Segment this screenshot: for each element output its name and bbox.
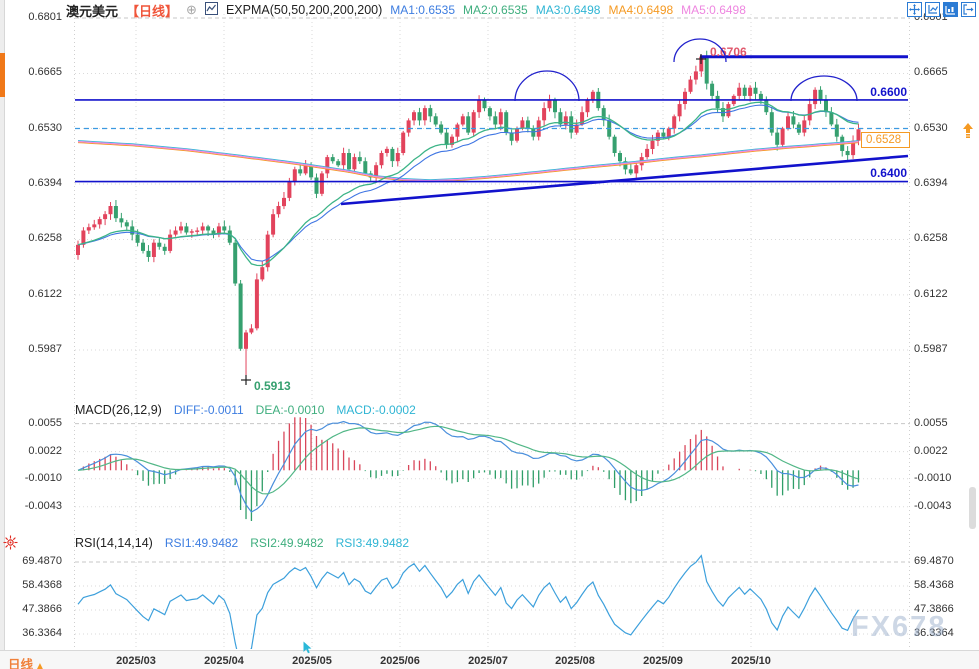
semicircle-annotation[interactable] xyxy=(790,75,858,102)
x-axis-month-label: 2025/10 xyxy=(731,655,771,667)
chart-toolbar xyxy=(907,2,976,17)
alert-sun-icon[interactable] xyxy=(3,535,18,555)
caret-up-icon: ▲ xyxy=(35,661,45,669)
ma4-value: MA4:0.6498 xyxy=(608,3,674,17)
axis-tick-label: 0.6394 xyxy=(914,176,948,189)
axis-tick-label: 58.4368 xyxy=(22,579,62,591)
axis-tick-label: 0.0055 xyxy=(28,416,62,429)
price-axis-right: 0.6801 0.6665 0.6530 0.6394 0.6258 0.6122 0.59… xyxy=(912,0,979,650)
exit-fullscreen-icon[interactable] xyxy=(961,2,976,17)
x-axis-month-label: 2025/05 xyxy=(292,655,332,667)
period-tag[interactable]: 【日线】 xyxy=(126,3,179,19)
chart-header: 澳元美元 【日线】 ⊕ EXPMA(50,50,200,200,200) MA1… xyxy=(66,2,746,19)
axis-tick-label: 0.5987 xyxy=(28,342,62,355)
axis-tick-label: 0.6122 xyxy=(28,287,62,300)
x-axis-bar: 日线 ▲ 2025/03 2025/04 2025/05 2025/06 2025/07 2… xyxy=(0,650,979,669)
macd-series xyxy=(77,417,860,521)
axis-tick-label: 0.6258 xyxy=(914,232,948,245)
axis-tick-label: -0.0010 xyxy=(24,471,62,484)
gridlines xyxy=(74,14,910,649)
axis-tick-label: 58.4368 xyxy=(914,579,954,591)
axis-tick-label: 0.6394 xyxy=(28,176,62,189)
candlestick-series xyxy=(76,50,861,381)
rsi-header: RSI(14,14,14) RSI1:49.9482 RSI2:49.9482 … xyxy=(75,536,409,550)
axis-tick-label: 47.3866 xyxy=(22,603,62,615)
low-price-label: 0.5913 xyxy=(254,379,291,393)
x-axis-month-label: 2025/08 xyxy=(555,655,595,667)
level-price-label: 0.6400 xyxy=(870,166,907,180)
axis-tick-label: 0.5987 xyxy=(914,342,948,355)
rsi-plot-area[interactable] xyxy=(75,549,910,649)
macd-indicator-name: MACD(26,12,9) xyxy=(75,403,162,417)
axis-tick-label: 0.0055 xyxy=(914,416,948,429)
axis-tick-label: 0.6258 xyxy=(28,232,62,245)
axis-tick-label: 0.6665 xyxy=(28,66,62,79)
axis-tick-label: 0.6530 xyxy=(914,121,948,134)
macd-dea-value: DEA:-0.0010 xyxy=(255,403,325,417)
ema-lines xyxy=(77,101,859,267)
rising-trendline[interactable] xyxy=(340,154,909,206)
axis-tick-label: -0.0043 xyxy=(914,499,952,512)
ma5-value: MA5:0.6498 xyxy=(681,3,746,17)
rsi-series xyxy=(77,554,860,649)
indicator-name: EXPMA(50,50,200,200,200) xyxy=(225,3,383,17)
price-axis-left: 0.6801 0.6665 0.6530 0.6394 0.6258 0.6122 0.59… xyxy=(0,0,68,650)
x-axis-month-label: 2025/06 xyxy=(380,655,420,667)
rsi-indicator-name: RSI(14,14,14) xyxy=(75,536,153,550)
rsi3-value: RSI3:49.9482 xyxy=(335,536,409,550)
left-strip-orange-marker xyxy=(0,53,5,97)
period-selector-label: 日线 xyxy=(8,658,34,669)
macd-header: MACD(26,12,9) DIFF:-0.0011 DEA:-0.0010 M… xyxy=(75,403,416,417)
ma1-value: MA1:0.6535 xyxy=(390,3,456,17)
macd-plot-area[interactable] xyxy=(75,400,910,548)
main-chart-plot-area[interactable] xyxy=(75,14,910,398)
ma2-value: MA2:0.6535 xyxy=(463,3,528,17)
x-axis-month-label: 2025/07 xyxy=(468,655,508,667)
macd-macd-value: MACD:-0.0002 xyxy=(336,403,416,417)
axis-tick-label: 0.6665 xyxy=(914,66,948,79)
rsi2-value: RSI2:49.9482 xyxy=(250,536,324,550)
level-price-label: 0.6600 xyxy=(870,85,907,99)
axis-tick-label: -0.0010 xyxy=(914,471,952,484)
axis-tick-label: -0.0043 xyxy=(24,499,62,512)
indicator-icon xyxy=(204,2,218,18)
chart-style-icon[interactable] xyxy=(943,2,958,17)
axis-tick-label: 0.0022 xyxy=(28,444,62,457)
rsi1-value: RSI1:49.9482 xyxy=(164,536,239,550)
left-edge-strip xyxy=(0,0,5,650)
axis-tick-label: 36.3364 xyxy=(914,626,954,639)
axis-scale-icon[interactable] xyxy=(925,2,940,17)
mouse-cursor-icon xyxy=(303,641,313,659)
macd-diff-value: DIFF:-0.0011 xyxy=(173,403,244,417)
period-selector[interactable]: 日线 ▲ xyxy=(8,654,45,669)
x-axis-month-label: 2025/04 xyxy=(204,655,244,667)
x-axis-month-label: 2025/09 xyxy=(643,655,683,667)
semicircle-annotation[interactable] xyxy=(514,70,580,102)
x-axis-month-label: 2025/03 xyxy=(116,655,156,667)
axis-tick-label: 69.4870 xyxy=(914,555,954,567)
axis-tick-label: 47.3866 xyxy=(914,603,954,615)
semicircle-annotation[interactable] xyxy=(673,38,727,63)
last-price-box: 0.6528 xyxy=(861,132,910,148)
price-up-arrow-icon xyxy=(962,123,974,143)
axis-tick-label: 0.6530 xyxy=(28,121,62,134)
ma3-value: MA3:0.6498 xyxy=(535,3,601,17)
axis-tick-label: 0.6122 xyxy=(914,287,948,300)
link-circle-plus-icon[interactable]: ⊕ xyxy=(186,2,197,17)
axis-tick-label: 0.0022 xyxy=(914,444,948,457)
axis-tick-label: 69.4870 xyxy=(22,555,62,567)
axis-tick-label: 36.3364 xyxy=(22,626,62,639)
pan-move-icon[interactable] xyxy=(907,2,922,17)
axis-tick-label: 0.6801 xyxy=(28,11,62,23)
symbol-title: 澳元美元 xyxy=(66,3,119,19)
level-price-label: 0.6706 xyxy=(710,45,747,59)
fx678-watermark: FX678 xyxy=(851,611,947,643)
annotations: 0.6600 0.6400 0.6706 0.5913 xyxy=(75,38,910,393)
right-scrollbar-thumb[interactable] xyxy=(969,487,976,529)
